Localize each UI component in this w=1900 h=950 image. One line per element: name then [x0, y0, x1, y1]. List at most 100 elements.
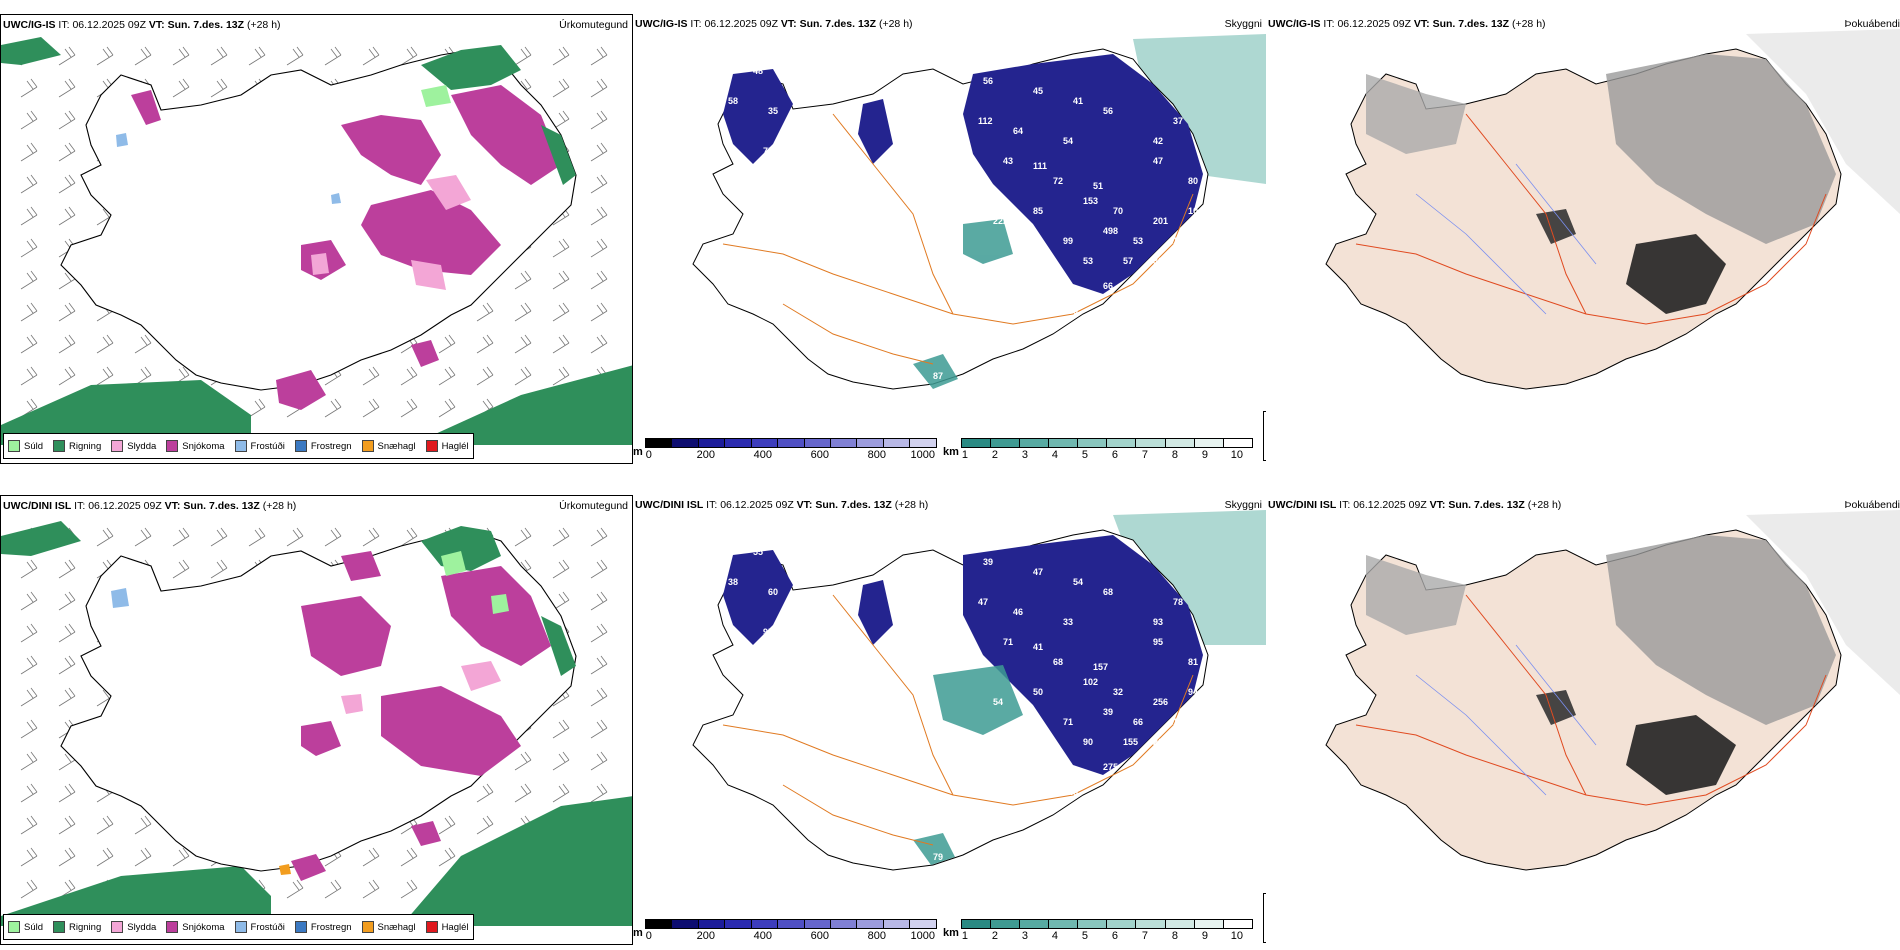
wind-barb — [400, 847, 418, 867]
legend-swatch — [234, 440, 247, 452]
wind-barb — [400, 398, 418, 418]
altitude-tick: 200 — [696, 449, 715, 461]
wind-barb — [20, 591, 38, 611]
visibility-value: 32 — [1113, 687, 1123, 697]
visibility-value: 50 — [1033, 687, 1043, 697]
altitude-color-cells — [644, 438, 937, 448]
snow-areas — [291, 551, 551, 881]
altitude-tick-labels: 0 200 400 600 800 1000 — [645, 448, 937, 462]
wind-barb — [438, 398, 456, 418]
visibility-value: 44 — [863, 216, 873, 226]
wind-barb — [362, 879, 380, 899]
altitude-tick: 400 — [753, 449, 772, 461]
wind-barb — [476, 815, 494, 835]
visibility-value: 85 — [1033, 206, 1043, 216]
visibility-value: 60 — [768, 587, 778, 597]
visibility-value: 102 — [1173, 236, 1188, 246]
altitude-cell — [910, 920, 936, 928]
visibility-tick-labels: 1 2 3 4 5 6 7 8 9 10 — [961, 448, 1253, 462]
wind-barb — [362, 366, 380, 386]
visibility-cell — [991, 920, 1021, 928]
moderate-visibility-areas — [913, 219, 1013, 389]
visibility-value: 54 — [993, 697, 1003, 707]
roads — [1355, 113, 1827, 325]
altitude-cell — [830, 920, 858, 928]
wind-barb — [20, 559, 38, 579]
visibility-cell — [1194, 439, 1224, 447]
fog-panel-row1: UWC/IG-IS IT: 06.12.2025 09Z VT: Sun. 7.… — [1266, 14, 1900, 464]
wind-barb — [58, 623, 76, 643]
legend-swatch — [294, 440, 307, 452]
wind-barb — [58, 206, 76, 226]
ice-pellets — [279, 864, 291, 875]
wind-barb — [58, 783, 76, 803]
visibility-value: 275 — [1103, 762, 1118, 772]
wind-barb — [438, 847, 456, 867]
legend-swatch — [53, 921, 66, 933]
altitude-cell — [645, 920, 673, 928]
altitude-tick: 200 — [696, 930, 715, 942]
visibility-value: 102 — [1083, 677, 1098, 687]
visibility-cell — [1223, 920, 1252, 928]
wind-barb — [20, 206, 38, 226]
visibility-value: 36 — [1153, 256, 1163, 266]
wind-barb — [552, 527, 570, 547]
visibility-value: 141 — [1013, 336, 1028, 346]
visibility-value: 64 — [1013, 126, 1023, 136]
wind-barb — [20, 879, 38, 899]
wind-barb — [552, 270, 570, 290]
visibility-value: 71 — [1063, 717, 1073, 727]
precip-map-row2 — [1, 521, 632, 926]
visibility-value: 49 — [933, 597, 943, 607]
wind-barb — [362, 847, 380, 867]
wind-barb — [324, 46, 342, 66]
wind-barb — [552, 334, 570, 354]
wind-barb — [20, 270, 38, 290]
visibility-value: 81 — [728, 61, 738, 71]
wind-barb — [96, 334, 114, 354]
rain-coast-ne — [421, 526, 576, 676]
legend-item: Snjókoma — [166, 440, 225, 452]
wind-barb — [134, 46, 152, 66]
visibility-value: 48 — [1068, 787, 1078, 797]
legend-swatch — [361, 440, 374, 452]
visibility-value: 238 — [983, 336, 998, 346]
visibility-tick: 5 — [1081, 930, 1088, 942]
visibility-value: 79 — [933, 852, 943, 862]
visibility-panel-row1: UWC/IG-IS IT: 06.12.2025 09Z VT: Sun. 7.… — [633, 14, 1266, 464]
altitude-cell — [804, 920, 831, 928]
wind-barb — [58, 46, 76, 66]
wind-barb — [552, 302, 570, 322]
wind-barb — [362, 527, 380, 547]
altitude-cell — [672, 439, 699, 447]
altitude-cell — [778, 439, 805, 447]
wind-barb — [514, 751, 532, 771]
panel-title-precip-row2: Úrkomutegund — [559, 500, 628, 512]
legend-item: Rigning — [53, 921, 101, 933]
wind-barb — [20, 334, 38, 354]
altitude-cell — [751, 439, 779, 447]
visibility-value: 55 — [753, 547, 763, 557]
visibility-cell — [991, 439, 1021, 447]
visibility-value: 51 — [1093, 181, 1103, 191]
fog-index-legend-row2: 0 60 — [1263, 893, 1266, 943]
wind-barb — [514, 783, 532, 803]
run-header-row2-visibility: UWC/DINI ISL IT: 06.12.2025 09Z VT: Sun.… — [635, 499, 929, 511]
visibility-value: 267 — [1153, 737, 1168, 747]
sea-precip-band-se — [411, 365, 632, 445]
run-header-row2-fog: UWC/DINI ISL IT: 06.12.2025 09Z VT: Sun.… — [1268, 499, 1562, 511]
wind-barb — [172, 527, 190, 547]
visibility-value: 79 — [1028, 722, 1038, 732]
run-header-row1-fog: UWC/IG-IS IT: 06.12.2025 09Z VT: Sun. 7.… — [1268, 18, 1546, 30]
wind-barb — [552, 719, 570, 739]
legend-item: Snæhagl — [361, 921, 416, 933]
visibility-value: 80 — [1188, 176, 1198, 186]
visibility-tick: 8 — [1171, 449, 1178, 461]
wind-barb — [172, 78, 190, 98]
visibility-value: 498 — [1103, 226, 1118, 236]
visibility-value: 182 — [1133, 767, 1148, 777]
altitude-tick: 600 — [810, 449, 829, 461]
visibility-value: 53 — [1083, 256, 1093, 266]
visibility-value: 87 — [933, 371, 943, 381]
